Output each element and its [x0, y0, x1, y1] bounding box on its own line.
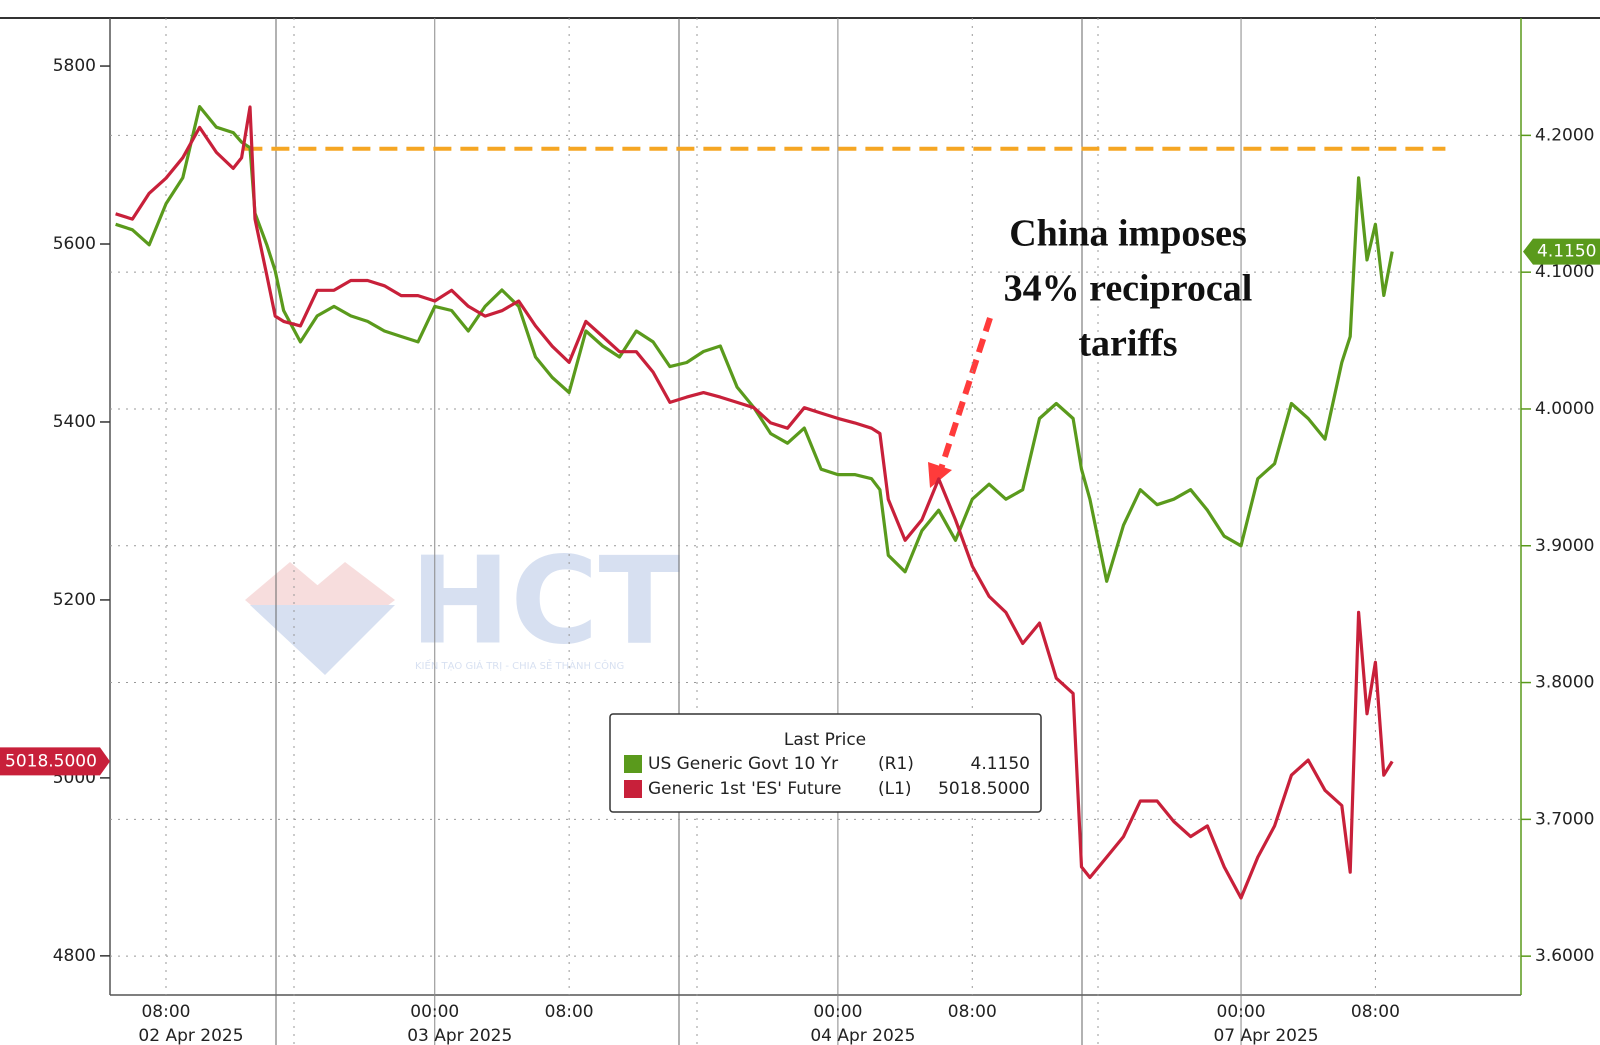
y-tick-label: 5400	[53, 412, 96, 432]
legend-axis-tag: (L1)	[878, 779, 912, 799]
x-tick-label: 08:00	[1351, 1002, 1400, 1022]
legend-swatch	[624, 755, 642, 773]
legend-title: Last Price	[784, 730, 866, 750]
y-tick-label: 5200	[53, 590, 96, 610]
watermark-tagline: KIẾN TẠO GIÁ TRỊ - CHIA SẺ THÀNH CÔNG	[415, 658, 624, 672]
y2-tick-label: 4.2000	[1535, 125, 1594, 145]
watermark: HCT KIẾN TẠO GIÁ TRỊ - CHIA SẺ THÀNH CÔN…	[245, 533, 680, 675]
badge-shape	[1523, 238, 1600, 265]
y-tick-label: 4800	[53, 946, 96, 966]
x-date-label: 07 Apr 2025	[1213, 1026, 1318, 1045]
legend-swatch	[624, 780, 642, 798]
logo-shape	[300, 562, 395, 638]
watermark-text: HCT	[410, 533, 680, 672]
legend-axis-tag: (R1)	[878, 754, 914, 774]
legend-value: 5018.5000	[938, 779, 1030, 799]
x-tick-label: 00:00	[410, 1002, 459, 1022]
y-tick-label: 5800	[53, 56, 96, 76]
legend-value: 4.1150	[971, 754, 1030, 774]
y2-tick-label: 3.9000	[1535, 536, 1594, 556]
annotation-arrow	[937, 317, 993, 473]
series-line	[115, 105, 1394, 900]
x-tick-label: 08:00	[948, 1002, 997, 1022]
y2-tick-label: 3.8000	[1535, 673, 1594, 693]
badge-shape	[0, 747, 110, 776]
annotation-text: China imposes	[1009, 213, 1247, 255]
annotation-arrowhead	[928, 462, 952, 488]
legend-box	[609, 713, 1042, 813]
badge-label: 4.1150	[1537, 242, 1596, 262]
y2-tick-label: 3.7000	[1535, 809, 1594, 829]
legend-label: US Generic Govt 10 Yr	[648, 754, 838, 774]
x-tick-label: 08:00	[141, 1002, 190, 1022]
x-tick-label: 00:00	[813, 1002, 862, 1022]
x-tick-label: 08:00	[545, 1002, 594, 1022]
last-value-badge: 5018.5000	[0, 747, 110, 776]
annotation-text: 34% reciprocal	[1004, 268, 1253, 310]
y-tick-label: 5600	[53, 234, 96, 254]
last-value-badge: 4.1150	[1523, 238, 1600, 265]
badge-label: 5018.5000	[5, 751, 97, 771]
annotation-group	[928, 317, 993, 488]
logo-shape	[250, 605, 395, 675]
y2-tick-label: 3.6000	[1535, 946, 1594, 966]
x-date-label: 03 Apr 2025	[407, 1026, 512, 1045]
x-tick-label: 00:00	[1217, 1002, 1266, 1022]
y2-tick-label: 4.0000	[1535, 399, 1594, 419]
legend-label: Generic 1st 'ES' Future	[648, 779, 842, 799]
logo-shape	[245, 562, 335, 638]
x-date-label: 04 Apr 2025	[810, 1026, 915, 1045]
annotation-text: tariffs	[1078, 323, 1177, 365]
y2-tick-label: 4.1000	[1535, 262, 1594, 282]
x-date-label: 02 Apr 2025	[138, 1026, 243, 1045]
series-line	[115, 105, 1394, 583]
